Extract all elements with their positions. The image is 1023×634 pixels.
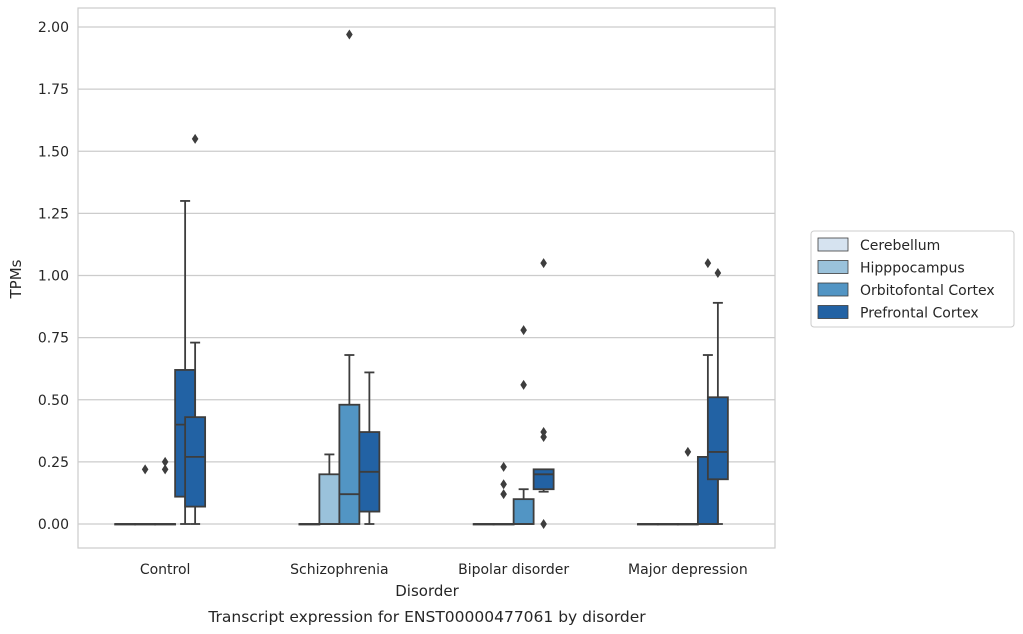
legend: Cerebellum Hipppocampus Orbitofontal Corte… <box>810 230 1015 328</box>
y-tick-label: 0.75 <box>38 331 69 347</box>
box <box>492 461 515 526</box>
outlier-point <box>191 133 199 144</box>
outlier-point <box>500 489 507 500</box>
y-tick-label: 0.50 <box>38 393 69 409</box>
legend-label: Cerebellum <box>860 238 940 254</box>
y-tick-label: 1.50 <box>38 144 69 160</box>
outlier-point <box>520 379 527 390</box>
outlier-point <box>540 258 547 269</box>
box-body <box>338 403 361 525</box>
box-body <box>532 468 555 491</box>
box-body <box>706 396 729 481</box>
box <box>636 523 659 526</box>
box <box>114 523 137 526</box>
legend-label: Orbitofontal Cortex <box>860 283 995 299</box>
legend-swatch <box>817 282 849 297</box>
outlier-point <box>141 464 149 475</box>
outlier-point <box>704 258 712 269</box>
plot-frame <box>77 7 776 549</box>
legend-frame <box>810 230 1015 328</box>
outlier-point <box>684 446 692 457</box>
box-layer <box>114 29 729 529</box>
outlier-point <box>540 427 547 438</box>
y-tick-label: 1.25 <box>38 206 69 222</box>
legend-label: Hipppocampus <box>860 261 965 277</box>
outlier-point <box>540 519 547 529</box>
outlier-point <box>500 479 507 490</box>
outlier-point <box>714 268 722 279</box>
outlier-point <box>500 461 507 472</box>
box <box>184 133 207 525</box>
x-tick-label: Schizophrenia <box>290 562 388 578</box>
y-tick-label: 1.75 <box>38 82 69 98</box>
legend-swatch <box>817 305 849 319</box>
box <box>532 258 555 529</box>
outlier-point <box>520 325 527 336</box>
legend-label: Prefrontal Cortex <box>860 306 979 322</box>
y-tick-label: 0.25 <box>38 455 69 471</box>
box-body <box>184 416 207 508</box>
y-tick-label: 0.00 <box>38 517 69 533</box>
y-axis-title: TPMs <box>7 259 25 299</box>
chart-caption: Transcript expression for ENST0000047706… <box>207 608 646 626</box>
box-body <box>512 498 535 525</box>
box <box>154 456 177 526</box>
x-tick-labels: Control Schizophrenia Bipolar disorder Majo… <box>140 562 748 578</box>
box <box>706 268 729 525</box>
box <box>656 523 679 526</box>
outlier-point <box>161 456 169 467</box>
y-tick-labels: 0.00 0.25 0.50 0.75 1.00 1.25 1.50 1.75 2.00 <box>38 20 69 533</box>
x-tick-label: Major depression <box>628 562 748 578</box>
y-tick-label: 2.00 <box>38 20 69 36</box>
box <box>472 523 495 526</box>
box <box>358 371 381 525</box>
outlier-point <box>346 29 353 40</box>
legend-swatch <box>817 260 849 274</box>
box <box>298 523 321 526</box>
x-axis-title: Disorder <box>395 582 459 600</box>
x-tick-label: Control <box>140 562 191 578</box>
y-tick-label: 1.00 <box>38 269 69 285</box>
box-body <box>318 473 341 525</box>
legend-swatch <box>817 237 849 252</box>
box <box>512 325 535 525</box>
x-tick-label: Bipolar disorder <box>458 562 569 578</box>
outlier-point <box>161 464 169 475</box>
